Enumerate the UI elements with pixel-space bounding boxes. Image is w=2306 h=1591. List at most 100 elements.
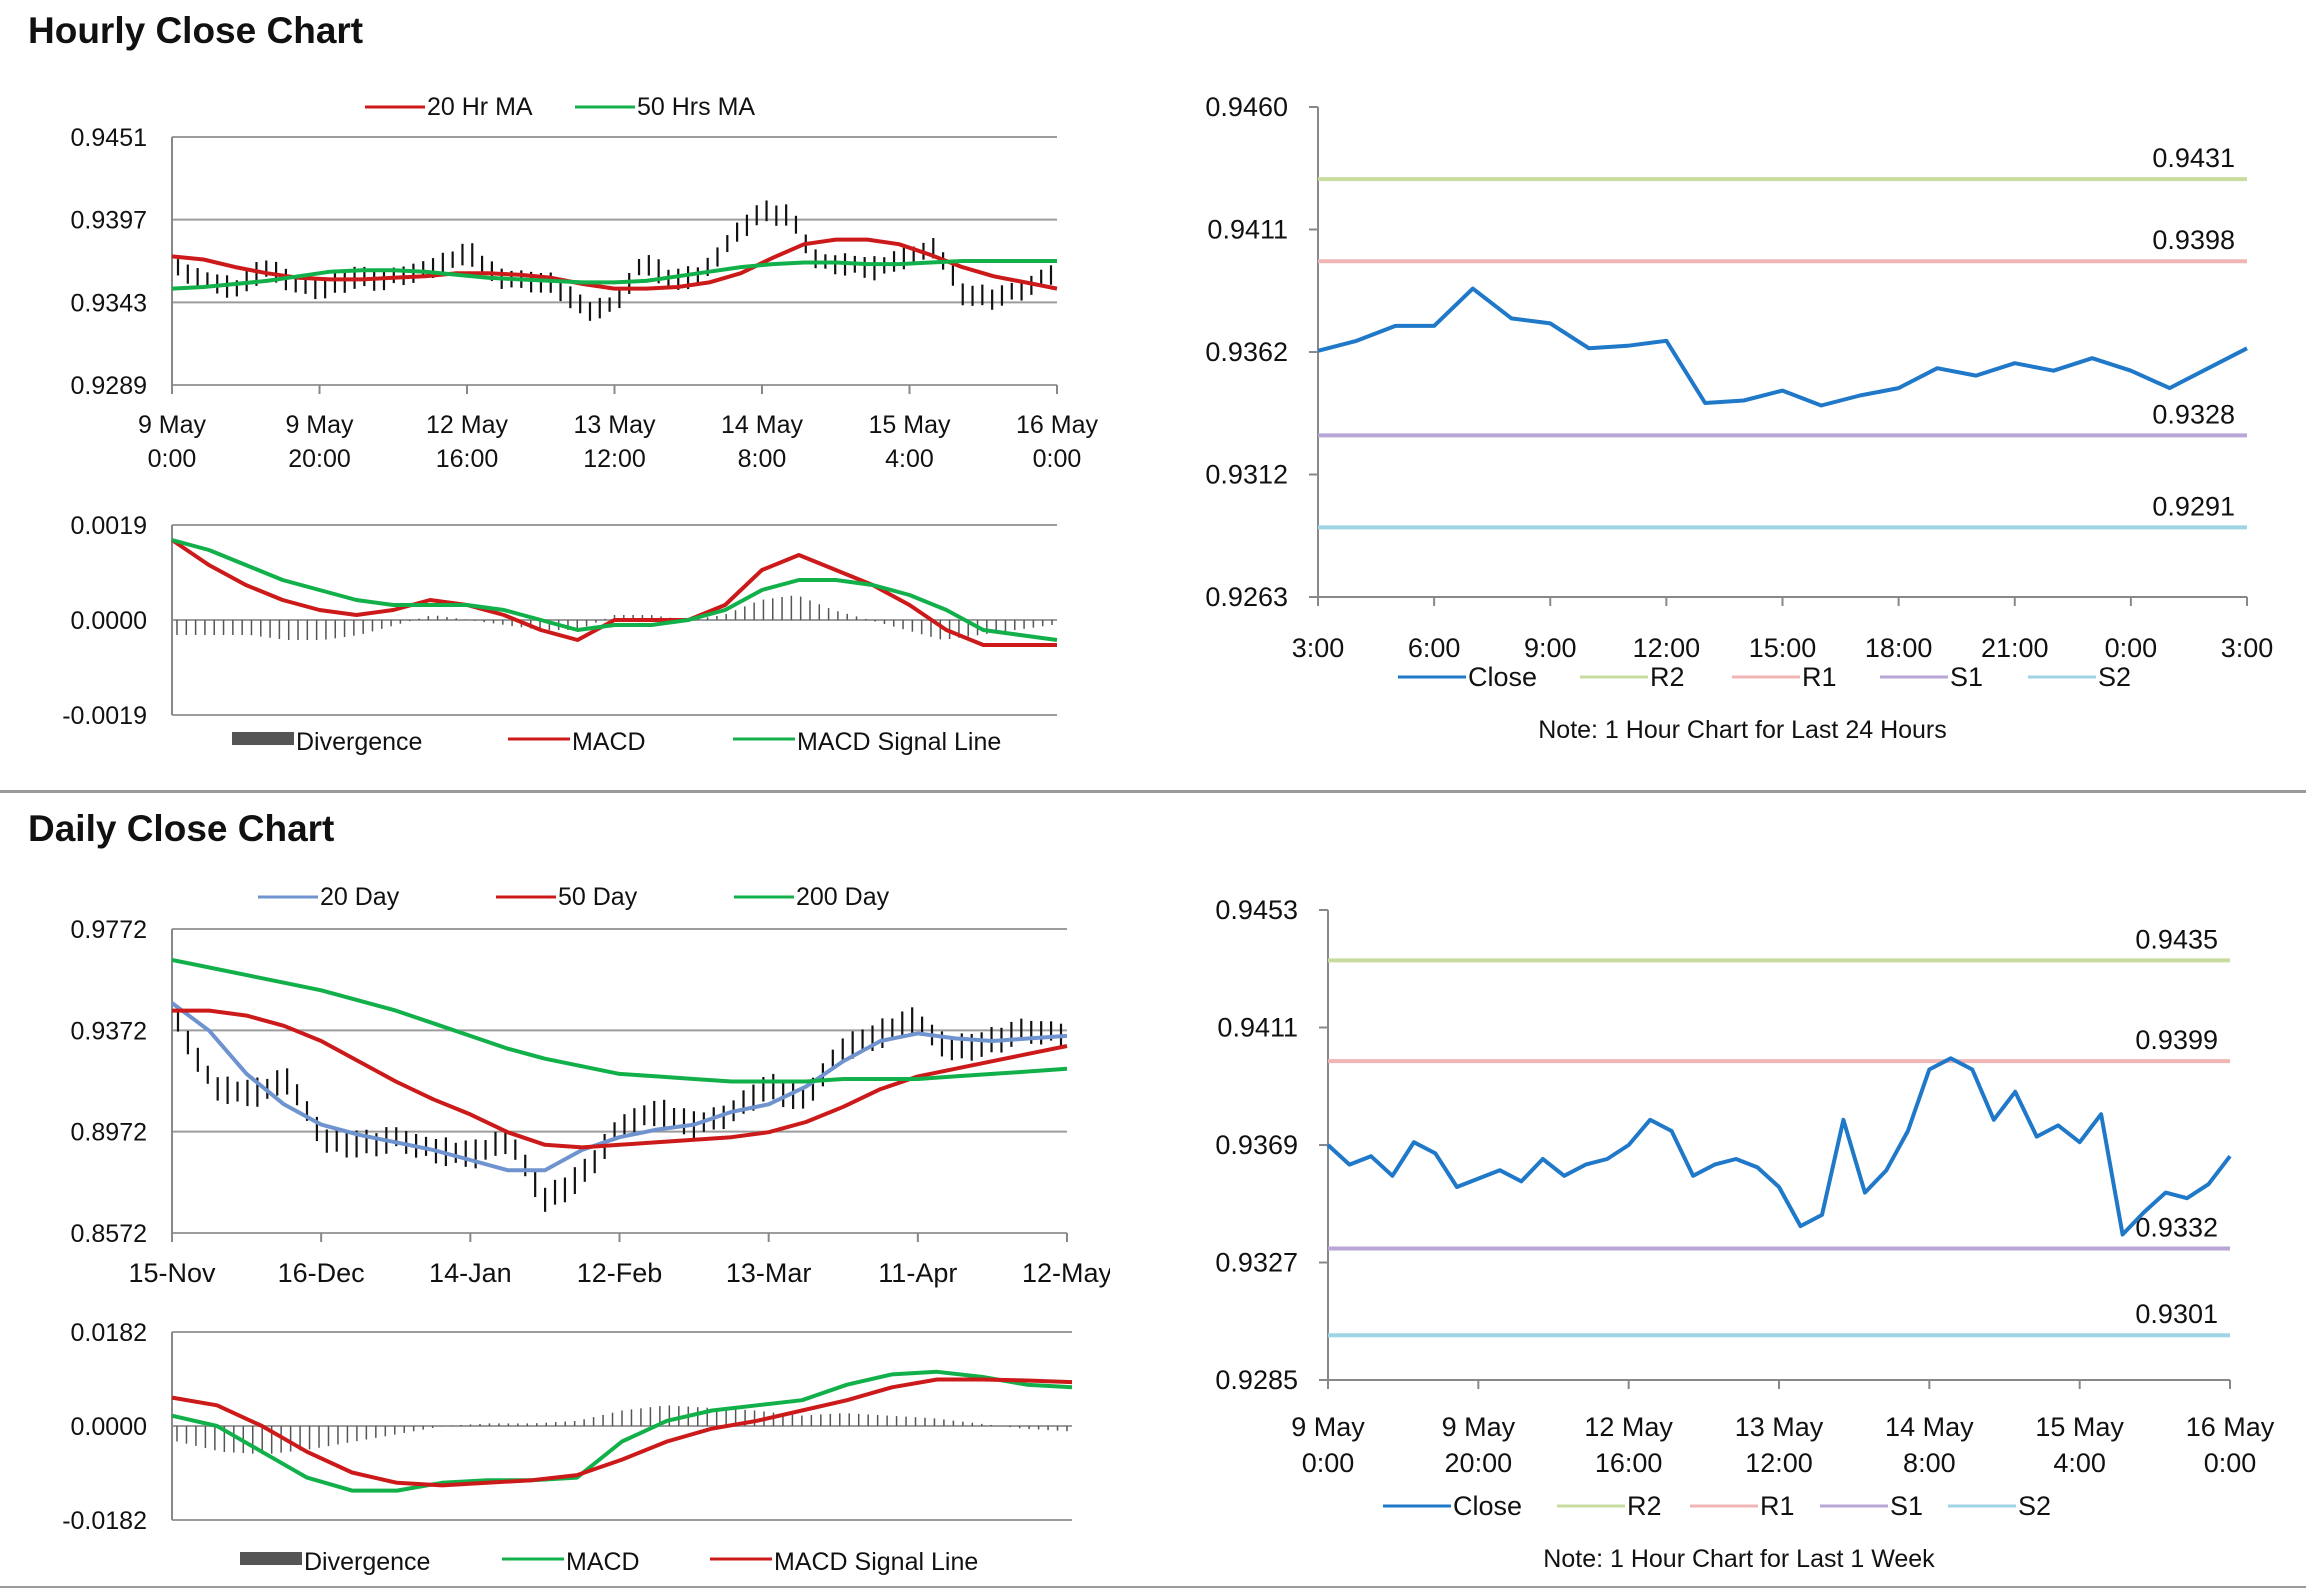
level-label-s2: 0.9291 [2152,491,2235,521]
hourly-price-chart: 0.9451 0.9397 0.9343 0.9289 9 May 0:00 9 May 20… [71,93,1099,473]
x-tick-label: 18:00 [1865,633,1933,663]
x-tick-label: 14 May [721,411,803,439]
close-line [1317,286,2248,408]
x-tick-label: 16:00 [436,445,499,473]
legend-label: MACD [572,728,646,756]
y-tick-label: 0.9285 [1215,1365,1298,1395]
x-tick-label: 13 May [1735,1412,1824,1442]
x-tick-label: 15-Nov [128,1258,216,1288]
legend-label: R1 [1760,1491,1795,1521]
x-tick-label: 15 May [869,411,951,439]
x-tick-label: 0:00 [148,445,197,473]
chart-note: Note: 1 Hour Chart for Last 1 Week [1543,1545,1935,1573]
ma-line-200-day [171,957,1068,1084]
ma-line-50-hrs-ma [171,259,1057,291]
hourly-section-title: Hourly Close Chart [28,10,364,51]
legend-label: R1 [1802,662,1837,692]
daily-section-title: Daily Close Chart [28,808,335,849]
y-tick-label: 0.9312 [1205,460,1288,490]
y-tick-label: 0.0000 [71,607,147,635]
x-tick-label: 12 May [426,411,508,439]
y-tick-label: 0.9411 [1217,1013,1298,1043]
ma-line-20-hr-ma [171,237,1058,291]
x-tick-label: 15 May [2035,1412,2124,1442]
legend-label: 50 Hrs MA [637,93,755,121]
y-tick-label: 0.9327 [1215,1248,1298,1278]
legend-label: MACD Signal Line [797,728,1001,756]
level-label-r2: 0.9431 [2152,143,2235,173]
legend-label: S1 [1890,1491,1923,1521]
daily-price-chart: 0.9772 0.9372 0.8972 0.8572 15-Nov 16-Dec 14-J… [71,883,1110,1288]
legend-label: S2 [2018,1491,2051,1521]
hourly-week-levels-chart: 0.9453 0.9411 0.9369 0.9327 0.9285 9 May 0:00 9… [1215,895,2275,1573]
x-tick-label: 14-Jan [429,1258,512,1288]
x-tick-label: 12:00 [583,445,646,473]
x-tick-label: 0:00 [1033,445,1082,473]
x-tick-label: 12 May [1584,1412,1673,1442]
macd-line-macd [170,538,1057,647]
level-label-r1: 0.9399 [2135,1025,2218,1055]
legend-label: Divergence [304,1548,430,1576]
legend-label: 50 Day [558,883,638,911]
y-tick-label: 0.9460 [1205,92,1288,122]
x-tick-label: 16:00 [1595,1448,1663,1478]
hourly-macd-chart: 0.0019 0.0000 -0.0019 Divergence MACD MACD Si… [62,512,1058,756]
legend-label: 20 Hr MA [427,93,533,121]
legend-label: S2 [2098,662,2131,692]
y-tick-label: 0.0182 [71,1319,147,1347]
x-tick-label: 13-Mar [726,1258,812,1288]
close-line [1326,1056,2232,1237]
chart-note: Note: 1 Hour Chart for Last 24 Hours [1538,716,1947,744]
y-tick-label: 0.9372 [71,1017,147,1045]
section-divider [0,790,2306,793]
level-label-r1: 0.9398 [2152,225,2235,255]
x-tick-label: 0:00 [2105,633,2158,663]
x-tick-label: 3:00 [2221,633,2274,663]
ma-line-50-day [172,1008,1068,1150]
x-tick-label: 9 May [285,411,354,439]
x-tick-label: 4:00 [885,445,934,473]
x-tick-label: 16 May [1016,411,1098,439]
x-tick-label: 9 May [1291,1412,1365,1442]
ma-line-20-day [170,1001,1068,1173]
x-tick-label: 13 May [574,411,656,439]
y-tick-label: 0.9397 [71,207,147,235]
x-tick-label: 0:00 [2204,1448,2257,1478]
x-tick-label: 15:00 [1749,633,1817,663]
legend-label: 200 Day [796,883,890,911]
legend-label: S1 [1950,662,1983,692]
level-label-s1: 0.9332 [2135,1213,2218,1243]
x-tick-label: 12-Feb [577,1258,663,1288]
legend-label: Divergence [296,728,422,756]
level-label-s2: 0.9301 [2135,1299,2218,1329]
y-tick-label: 0.9343 [71,289,147,317]
y-tick-label: 0.8572 [71,1220,147,1248]
legend-label: Close [1468,662,1537,692]
y-tick-label: -0.0182 [62,1507,147,1535]
x-tick-label: 3:00 [1292,633,1345,663]
y-tick-label: 0.9451 [71,124,147,152]
x-tick-label: 9:00 [1524,633,1577,663]
y-tick-label: 0.9411 [1207,215,1288,245]
macd-line-macd-signal-line [171,538,1058,642]
x-tick-label: 16 May [2186,1412,2275,1442]
x-tick-label: 16-Dec [278,1258,365,1288]
legend-label: 20 Day [320,883,400,911]
macd-line-macd-signal-line [171,1377,1073,1488]
y-tick-label: 0.0000 [71,1413,147,1441]
bottom-divider [0,1586,2306,1588]
x-tick-label: 6:00 [1408,633,1461,663]
x-tick-label: 20:00 [288,445,351,473]
x-tick-label: 20:00 [1445,1448,1513,1478]
legend-label: R2 [1627,1491,1662,1521]
x-tick-label: 0:00 [1302,1448,1355,1478]
macd-line-macd [171,1369,1073,1493]
x-tick-label: 8:00 [738,445,787,473]
x-tick-label: 8:00 [1903,1448,1956,1478]
legend-label: Close [1453,1491,1522,1521]
level-label-r2: 0.9435 [2135,924,2218,954]
x-tick-label: 21:00 [1981,633,2049,663]
x-tick-label: 4:00 [2053,1448,2106,1478]
y-tick-label: 0.9369 [1215,1130,1298,1160]
